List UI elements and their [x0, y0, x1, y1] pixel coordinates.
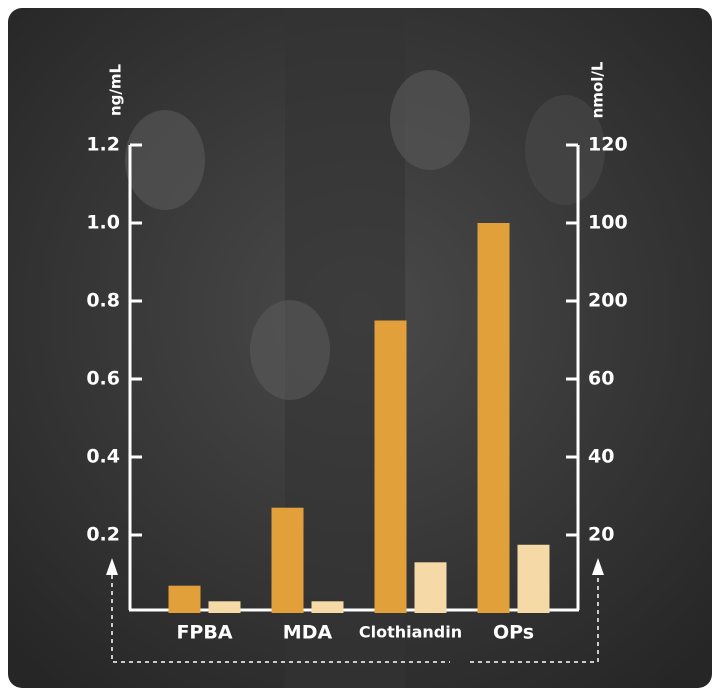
y-axis-label: ng/mL: [107, 64, 125, 117]
bar: [374, 320, 407, 613]
y2-tick-label: 100: [588, 212, 628, 234]
x-tick-label: MDA: [283, 622, 333, 644]
y-tick-label: 1.0: [86, 212, 120, 234]
y-tick-label: 0.8: [86, 290, 120, 312]
x-tick-label: OPs: [493, 622, 534, 644]
y-tick-label: 0.6: [86, 368, 120, 390]
photo-shape: [125, 110, 205, 210]
bar: [517, 544, 550, 613]
bar: [271, 507, 304, 613]
y2-tick-label: 200: [588, 290, 628, 312]
photo-shape: [525, 95, 605, 205]
y2-tick-label: 20: [588, 524, 614, 546]
bar: [208, 601, 241, 613]
x-tick-label: FPBA: [176, 622, 232, 644]
x-tick-label: Clothiandin: [359, 623, 462, 642]
bar: [168, 585, 201, 613]
y-tick-label: 0.4: [86, 446, 120, 468]
bar: [477, 223, 510, 613]
y2-axis-label: nmol/L: [589, 61, 607, 118]
y-tick-label: 1.2: [86, 134, 120, 156]
bar: [311, 601, 344, 613]
bar: [414, 562, 447, 613]
photo-shape: [250, 300, 330, 400]
y2-tick-label: 40: [588, 446, 614, 468]
y-tick-label: 0.2: [86, 524, 120, 546]
y2-tick-label: 60: [588, 368, 614, 390]
dashed-connector: [111, 575, 599, 663]
y2-tick-label: 120: [588, 134, 628, 156]
photo-shape: [390, 70, 470, 170]
